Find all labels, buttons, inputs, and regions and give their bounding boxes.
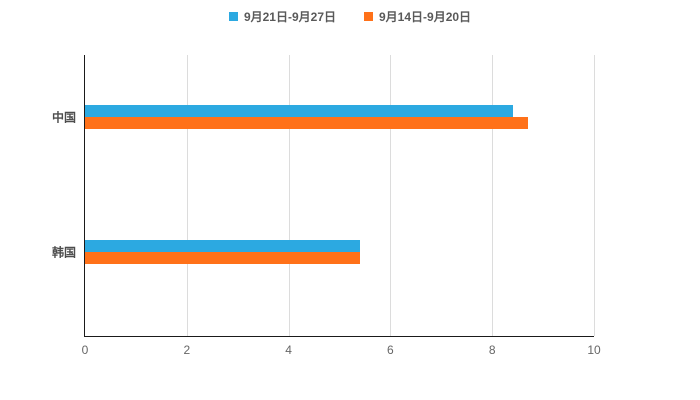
legend-swatch-orange xyxy=(364,12,373,21)
y-axis-category-label: 韩国 xyxy=(51,245,76,260)
legend-item-series-1[interactable]: 9月21日-9月27日 xyxy=(228,8,336,25)
bar-中国-series-1[interactable] xyxy=(85,104,513,117)
chart-legend: 9月21日-9月27日 9月14日-9月20日 xyxy=(0,8,700,25)
gridline xyxy=(390,55,392,336)
bar-韩国-series-2[interactable] xyxy=(85,251,360,264)
legend-item-series-2[interactable]: 9月14日-9月20日 xyxy=(364,8,471,25)
x-axis-tick-label: 2 xyxy=(183,343,191,357)
gridline xyxy=(288,55,290,336)
x-axis-tick-label: 8 xyxy=(488,343,496,357)
gridline xyxy=(594,55,595,336)
plot-area: 0 2 4 6 8 10 中国韩国 xyxy=(52,55,601,357)
legend-swatch-blue xyxy=(228,12,238,21)
x-axis-tick-label: 10 xyxy=(587,343,601,357)
gridline xyxy=(492,55,494,336)
y-axis-category-label: 中国 xyxy=(51,110,76,125)
legend-label-series-1: 9月21日-9月27日 xyxy=(243,10,336,24)
x-axis-tick-label: 4 xyxy=(285,343,292,357)
x-axis-tick-label: 0 xyxy=(81,343,89,357)
legend-label-series-2: 9月14日-9月20日 xyxy=(379,10,472,24)
x-axis-tick-label: 6 xyxy=(387,343,394,357)
bar-韩国-series-1[interactable] xyxy=(85,239,360,252)
gridline xyxy=(186,55,188,336)
bar-中国-series-2[interactable] xyxy=(85,116,528,129)
